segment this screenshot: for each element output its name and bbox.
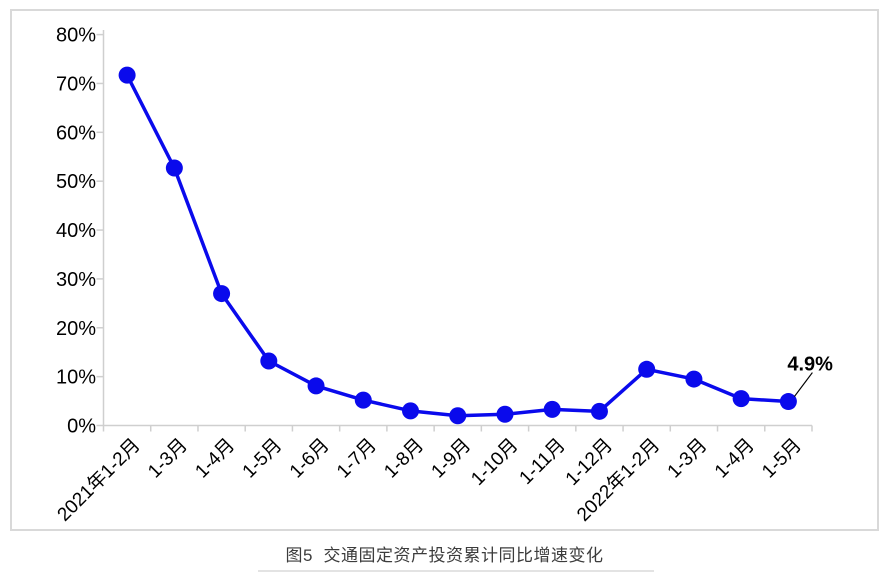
data-point-marker [590,402,608,420]
bottom-artifact-line [258,570,654,572]
data-point-marker [732,390,750,408]
x-tick-label: 1-3月 [144,435,192,483]
x-tick-label: 1-10月 [467,435,522,490]
y-tick-label: 80% [56,25,96,47]
data-point-marker [402,402,420,420]
series-line [125,73,791,418]
data-point-marker [260,352,278,370]
x-tick-label: 1-5月 [239,435,287,483]
y-tick-label: 40% [56,220,96,242]
data-point-marker [213,285,231,303]
x-tick-label: 1-3月 [664,435,712,483]
chart-frame [10,9,879,531]
data-point-marker [165,159,183,177]
data-point-marker [685,370,703,388]
y-tick-label: 60% [56,122,96,144]
x-tick-label: 2021年1-2月 [53,434,145,526]
y-tick-label: 30% [56,269,96,291]
x-tick-label: 1-7月 [333,435,381,483]
x-tick-label: 1-4月 [711,435,759,483]
x-tick-label: 1-6月 [286,435,334,483]
data-point-marker [543,400,561,418]
x-tick-label: 1-5月 [758,435,806,483]
annotation-label: 4.9% [787,354,833,376]
x-tick-label: 1-8月 [380,435,428,483]
data-point-marker [118,66,136,84]
x-tick-label: 1-11月 [516,435,570,489]
data-point-marker [638,360,656,378]
data-point-marker [354,391,372,409]
y-tick-label: 20% [56,318,96,340]
y-tick-label: 50% [56,171,96,193]
annotation-leader-line [793,372,813,397]
y-tick-label: 70% [56,73,96,95]
data-point-marker [449,407,467,425]
y-tick-label: 0% [67,416,96,438]
y-tick-label: 10% [56,367,96,389]
x-tick-label: 1-4月 [191,435,239,483]
data-point-marker [779,393,797,411]
data-point-marker [496,405,514,423]
chart-caption: 图5 交通固定资产投资累计同比增速变化 [285,546,604,565]
data-point-marker [307,377,325,395]
